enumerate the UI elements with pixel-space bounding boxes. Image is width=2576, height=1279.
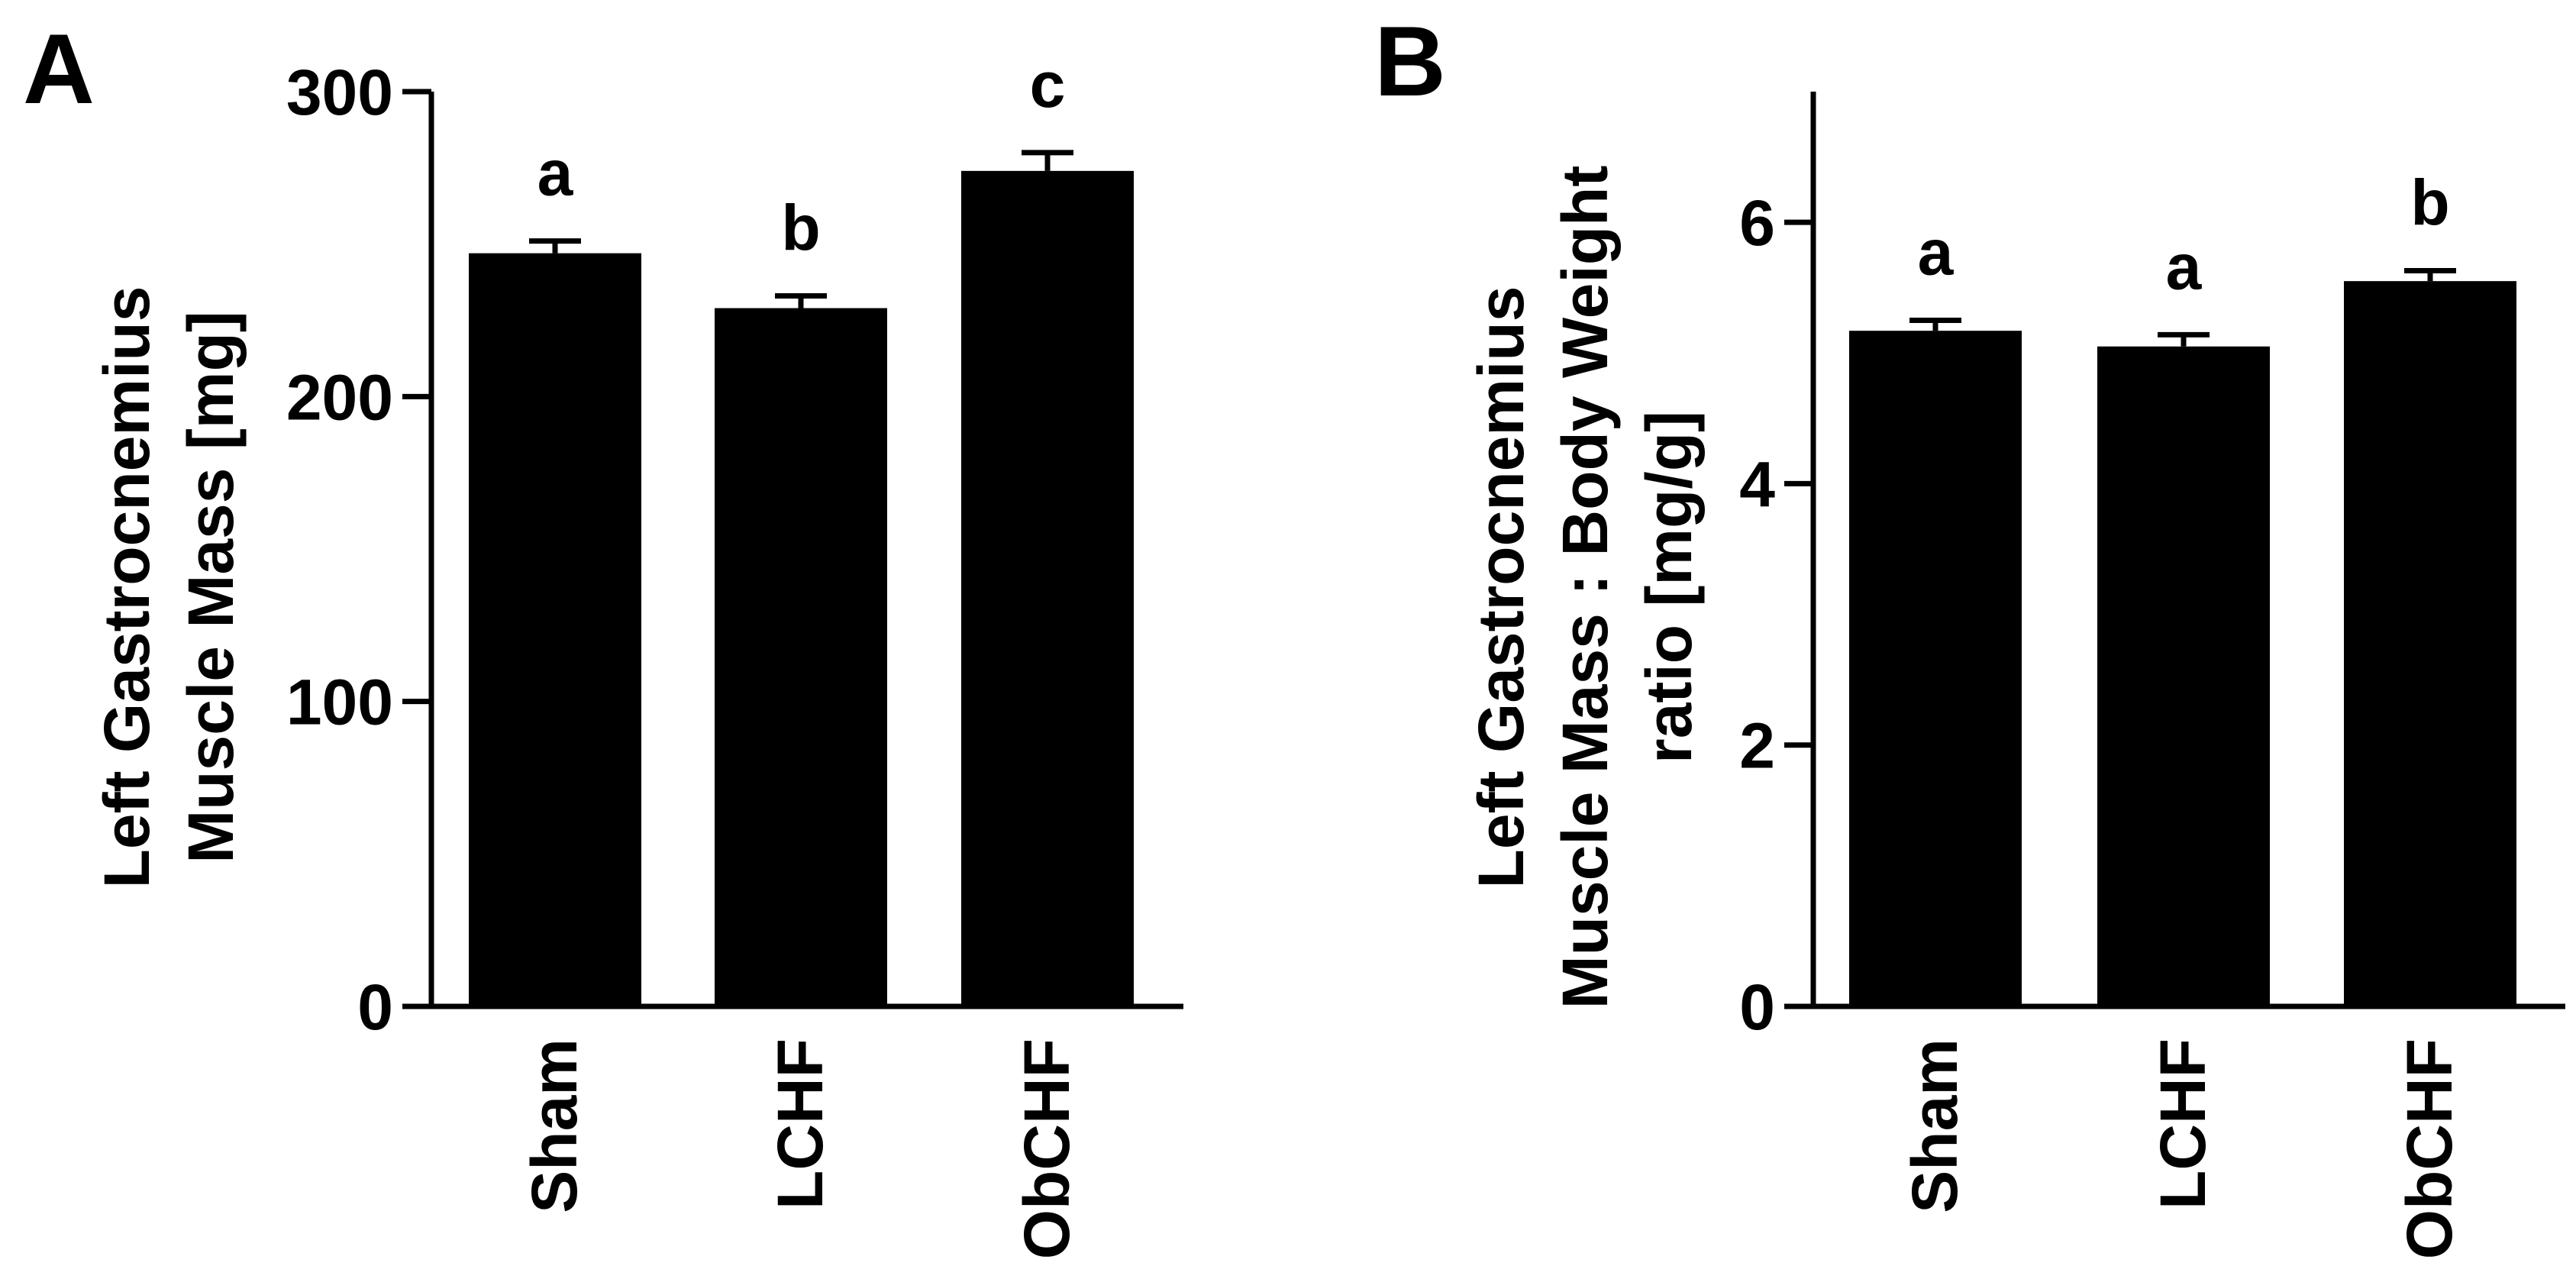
y-tick-label: 2 [1739, 710, 1775, 782]
y-tick-label: 100 [286, 667, 393, 738]
bar [469, 253, 641, 1006]
y-axis-title: Muscle Mass : Body Weight [1549, 166, 1621, 1009]
bar [2344, 281, 2516, 1007]
bar [2097, 346, 2270, 1006]
y-tick-label: 4 [1739, 448, 1775, 520]
x-tick-label: LCHF [764, 1038, 836, 1210]
bar [715, 308, 887, 1006]
panel-b: B 0 2 4 6 Left Gastrocnemius Muscle Mass : Bod… [1374, 5, 2565, 1259]
bar [961, 170, 1134, 1006]
panel-letter: A [23, 13, 95, 124]
x-tick-label: LCHF [2147, 1038, 2219, 1210]
y-axis-title: Left Gastrocnemius [1465, 286, 1537, 889]
significance-letter: b [2410, 166, 2449, 238]
y-tick-label: 6 [1739, 187, 1775, 259]
significance-letter: a [2166, 231, 2203, 302]
y-axis-title: ratio [mg/g] [1633, 411, 1705, 764]
panel-a: A 0 100 200 300 Left Gastrocnemius Muscle Mass… [23, 13, 1183, 1259]
panel-letter: B [1374, 5, 1446, 117]
x-tick-label: ObCHF [1011, 1038, 1083, 1259]
y-tick-label: 0 [357, 971, 393, 1043]
x-tick-label: ObCHF [2394, 1038, 2465, 1259]
x-tick-label: Sham [1899, 1038, 1971, 1213]
significance-letter: b [781, 192, 820, 264]
y-axis-title: Muscle Mass [mg] [175, 311, 247, 864]
significance-letter: c [1030, 49, 1066, 121]
significance-letter: a [537, 137, 574, 209]
x-tick-label: Sham [518, 1038, 590, 1213]
y-tick-label: 300 [286, 57, 393, 128]
bar [1849, 331, 2022, 1007]
y-tick-label: 200 [286, 361, 393, 433]
significance-letter: a [1918, 217, 1955, 289]
y-tick-label: 0 [1739, 971, 1775, 1043]
y-axis-title: Left Gastrocnemius [91, 286, 163, 889]
